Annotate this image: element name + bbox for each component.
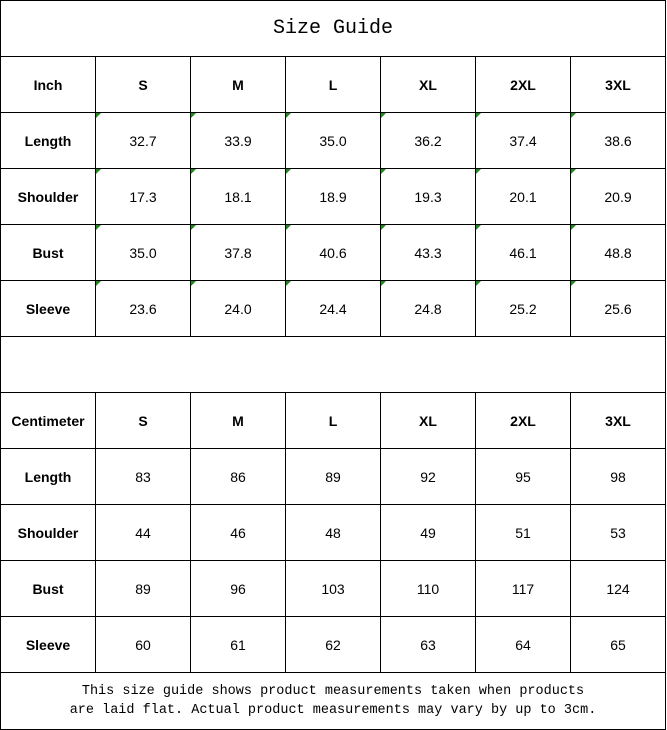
row-label: Shoulder	[0, 504, 96, 561]
spacer-cell	[0, 336, 666, 393]
measurement-cell: 32.7	[95, 112, 191, 169]
centimeter-header-row: Centimeter S M L XL 2XL 3XL	[0, 392, 666, 449]
size-header: XL	[380, 392, 476, 449]
table-row: Length 32.7 33.9 35.0 36.2 37.4 38.6	[0, 112, 666, 169]
measurement-cell: 35.0	[95, 224, 191, 281]
unit-header: Centimeter	[0, 392, 96, 449]
measurement-cell: 89	[95, 560, 191, 617]
measurement-cell: 20.1	[475, 168, 571, 225]
measurement-cell: 98	[570, 448, 666, 505]
measurement-cell: 25.2	[475, 280, 571, 337]
measurement-cell: 35.0	[285, 112, 381, 169]
measurement-cell: 92	[380, 448, 476, 505]
size-header: 3XL	[570, 392, 666, 449]
measurement-cell: 38.6	[570, 112, 666, 169]
measurement-cell: 17.3	[95, 168, 191, 225]
measurement-cell: 60	[95, 616, 191, 673]
measurement-cell: 117	[475, 560, 571, 617]
measurement-cell: 46	[190, 504, 286, 561]
size-header: 2XL	[475, 56, 571, 113]
measurement-cell: 43.3	[380, 224, 476, 281]
table-row: Length 83 86 89 92 95 98	[0, 448, 666, 505]
measurement-cell: 64	[475, 616, 571, 673]
measurement-note: This size guide shows product measuremen…	[0, 672, 666, 730]
measurement-cell: 86	[190, 448, 286, 505]
row-label: Bust	[0, 560, 96, 617]
measurement-cell: 51	[475, 504, 571, 561]
measurement-cell: 20.9	[570, 168, 666, 225]
row-label: Shoulder	[0, 168, 96, 225]
size-header: M	[190, 392, 286, 449]
measurement-cell: 124	[570, 560, 666, 617]
size-header: 2XL	[475, 392, 571, 449]
row-label: Length	[0, 112, 96, 169]
measurement-cell: 49	[380, 504, 476, 561]
unit-header: Inch	[0, 56, 96, 113]
row-label: Bust	[0, 224, 96, 281]
table-row: Shoulder 17.3 18.1 18.9 19.3 20.1 20.9	[0, 168, 666, 225]
measurement-cell: 103	[285, 560, 381, 617]
measurement-cell: 36.2	[380, 112, 476, 169]
table-row: Sleeve 60 61 62 63 64 65	[0, 616, 666, 673]
size-header: S	[95, 56, 191, 113]
measurement-cell: 95	[475, 448, 571, 505]
measurement-cell: 44	[95, 504, 191, 561]
measurement-cell: 65	[570, 616, 666, 673]
measurement-cell: 89	[285, 448, 381, 505]
measurement-cell: 19.3	[380, 168, 476, 225]
measurement-cell: 33.9	[190, 112, 286, 169]
inch-header-row: Inch S M L XL 2XL 3XL	[0, 56, 666, 113]
size-header: L	[285, 392, 381, 449]
measurement-cell: 61	[190, 616, 286, 673]
measurement-cell: 23.6	[95, 280, 191, 337]
row-label: Sleeve	[0, 280, 96, 337]
measurement-cell: 24.4	[285, 280, 381, 337]
measurement-cell: 62	[285, 616, 381, 673]
note-line: This size guide shows product measuremen…	[81, 684, 585, 699]
table-row: Sleeve 23.6 24.0 24.4 24.8 25.2 25.6	[0, 280, 666, 337]
measurement-cell: 63	[380, 616, 476, 673]
measurement-cell: 25.6	[570, 280, 666, 337]
table-row: Shoulder 44 46 48 49 51 53	[0, 504, 666, 561]
table-row: Bust 89 96 103 110 117 124	[0, 560, 666, 617]
measurement-cell: 46.1	[475, 224, 571, 281]
size-header: L	[285, 56, 381, 113]
row-label: Length	[0, 448, 96, 505]
measurement-cell: 37.4	[475, 112, 571, 169]
measurement-cell: 37.8	[190, 224, 286, 281]
measurement-cell: 24.0	[190, 280, 286, 337]
measurement-cell: 96	[190, 560, 286, 617]
measurement-cell: 24.8	[380, 280, 476, 337]
page-title: Size Guide	[0, 0, 666, 57]
size-header: XL	[380, 56, 476, 113]
size-header: S	[95, 392, 191, 449]
measurement-cell: 53	[570, 504, 666, 561]
measurement-cell: 48.8	[570, 224, 666, 281]
measurement-cell: 18.1	[190, 168, 286, 225]
table-row: Bust 35.0 37.8 40.6 43.3 46.1 48.8	[0, 224, 666, 281]
size-header: M	[190, 56, 286, 113]
measurement-cell: 83	[95, 448, 191, 505]
size-header: 3XL	[570, 56, 666, 113]
note-row: This size guide shows product measuremen…	[0, 672, 666, 730]
row-label: Sleeve	[0, 616, 96, 673]
note-line: are laid flat. Actual product measuremen…	[69, 703, 597, 718]
measurement-cell: 48	[285, 504, 381, 561]
measurement-cell: 110	[380, 560, 476, 617]
spacer-row	[0, 336, 666, 393]
measurement-cell: 18.9	[285, 168, 381, 225]
measurement-cell: 40.6	[285, 224, 381, 281]
